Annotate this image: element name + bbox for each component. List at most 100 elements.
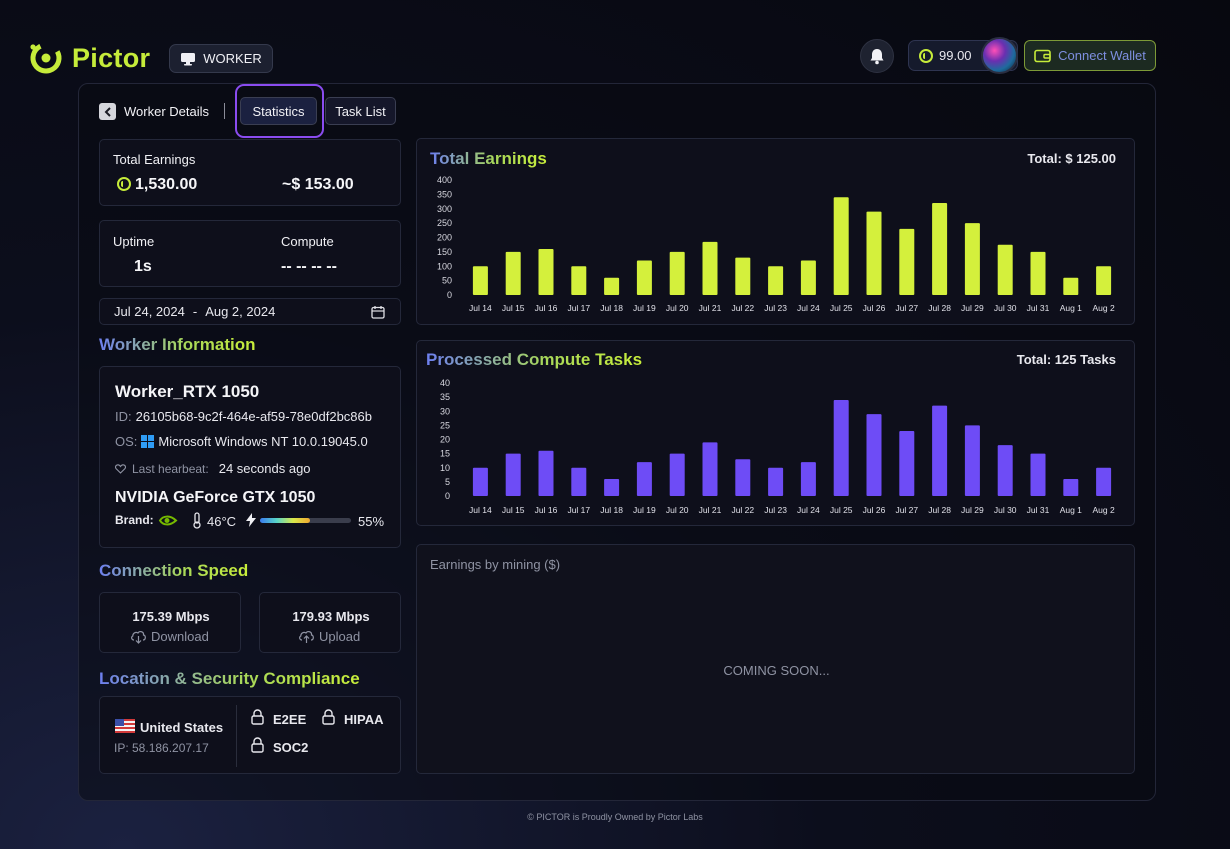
compute-label: Compute bbox=[281, 234, 334, 249]
location-divider bbox=[236, 705, 237, 767]
monitor-icon bbox=[181, 52, 196, 65]
bar bbox=[964, 425, 980, 496]
y-tick-label: 20 bbox=[440, 435, 450, 445]
back-button[interactable] bbox=[99, 103, 116, 120]
compliance-soc2: SOC2 bbox=[273, 740, 309, 755]
notifications-button[interactable] bbox=[860, 39, 894, 73]
bar bbox=[899, 228, 915, 295]
x-tick-label: Jul 17 bbox=[567, 303, 590, 313]
x-tick-label: Jul 26 bbox=[863, 303, 886, 313]
bar bbox=[702, 241, 718, 295]
x-tick-label: Jul 30 bbox=[994, 303, 1017, 313]
bar bbox=[1096, 467, 1112, 496]
total-earnings-label: Total Earnings bbox=[113, 152, 196, 167]
tab-task-list[interactable]: Task List bbox=[325, 97, 396, 125]
bar bbox=[997, 445, 1013, 496]
tasks-chart-title: Processed Compute Tasks bbox=[426, 350, 643, 369]
tab-statistics[interactable]: Statistics bbox=[240, 97, 317, 125]
bar bbox=[866, 414, 882, 496]
uptime-label: Uptime bbox=[113, 234, 155, 249]
bar bbox=[1063, 277, 1079, 295]
bar bbox=[472, 266, 488, 295]
bar bbox=[899, 431, 915, 496]
worker-name: Worker_RTX 1050 bbox=[115, 382, 260, 401]
worker-information-title: Worker Information bbox=[99, 335, 256, 354]
bar bbox=[866, 211, 882, 295]
compliance-e2ee: E2EE bbox=[273, 712, 307, 727]
earnings-tokens: 1,530.00 bbox=[135, 176, 198, 193]
uptime-card: Uptime 1s Compute -- -- -- -- bbox=[99, 220, 401, 287]
bar bbox=[505, 453, 521, 496]
x-tick-label: Jul 20 bbox=[666, 505, 689, 515]
worker-os-value: Microsoft Windows NT 10.0.19045.0 bbox=[158, 434, 368, 449]
y-tick-label: 350 bbox=[437, 189, 452, 199]
x-tick-label: Jul 24 bbox=[797, 303, 820, 313]
y-tick-label: 10 bbox=[440, 463, 450, 473]
x-tick-label: Jul 21 bbox=[699, 505, 722, 515]
heartbeat-label: Last hearbeat: bbox=[132, 461, 209, 476]
bar bbox=[472, 467, 488, 496]
y-tick-label: 25 bbox=[440, 420, 450, 430]
pictor-coin-icon bbox=[919, 48, 933, 63]
brand-logo[interactable]: Pictor bbox=[28, 40, 150, 76]
cloud-download-icon bbox=[131, 630, 146, 644]
worker-id-row: ID: 26105b68-9c2f-464e-af59-78e0df2bc86b bbox=[115, 409, 372, 424]
heartbeat-value: 24 seconds ago bbox=[218, 461, 311, 476]
upload-label-row: Upload bbox=[298, 629, 360, 644]
y-tick-label: 200 bbox=[437, 233, 452, 243]
x-tick-label: Aug 1 bbox=[1060, 303, 1082, 313]
x-tick-label: Jul 23 bbox=[764, 505, 787, 515]
x-tick-label: Jul 22 bbox=[731, 505, 754, 515]
x-tick-label: Jul 27 bbox=[895, 505, 918, 515]
brand-name: Pictor bbox=[72, 42, 151, 73]
chevron-left-icon bbox=[104, 106, 111, 117]
gpu-usage-fill bbox=[260, 518, 311, 523]
brand-row: Brand: bbox=[115, 513, 178, 527]
bar bbox=[505, 251, 521, 295]
y-tick-label: 400 bbox=[437, 175, 452, 185]
x-tick-label: Jul 18 bbox=[600, 505, 623, 515]
x-tick-label: Jul 15 bbox=[502, 303, 525, 313]
x-tick-label: Jul 17 bbox=[567, 505, 590, 515]
bar bbox=[669, 453, 685, 496]
x-tick-label: Jul 19 bbox=[633, 303, 656, 313]
x-tick-label: Jul 21 bbox=[699, 303, 722, 313]
x-tick-label: Jul 23 bbox=[764, 303, 787, 313]
bar bbox=[768, 467, 784, 496]
avatar[interactable] bbox=[981, 37, 1018, 74]
bar bbox=[1096, 266, 1112, 295]
worker-id-label: ID: bbox=[115, 409, 132, 424]
worker-os-label: OS: bbox=[115, 434, 138, 449]
role-selector[interactable]: WORKER bbox=[169, 44, 273, 73]
calendar-icon[interactable] bbox=[371, 305, 385, 319]
tasks-chart-total: Total: 125 Tasks bbox=[1016, 352, 1116, 367]
earnings-chart-title: Total Earnings bbox=[430, 149, 547, 168]
x-tick-label: Jul 20 bbox=[666, 303, 689, 313]
bar bbox=[604, 277, 620, 295]
download-value: 175.39 Mbps bbox=[132, 609, 210, 624]
location-card: United States IP: 58.186.207.17 E2EE HIP… bbox=[99, 696, 401, 774]
connect-wallet-button[interactable]: Connect Wallet bbox=[1024, 40, 1156, 71]
balance-value: 99.00 bbox=[939, 48, 972, 63]
x-tick-label: Jul 31 bbox=[1027, 303, 1050, 313]
x-tick-label: Jul 28 bbox=[928, 303, 951, 313]
bar bbox=[1030, 251, 1046, 295]
x-tick-label: Jul 22 bbox=[731, 303, 754, 313]
worker-os-row: OS: Microsoft Windows NT 10.0.19045.0 bbox=[115, 434, 368, 449]
earnings-bar-chart: 0 50 100 150 200 250 300 350 400 Jul 14 Jul 15 Jul … bbox=[437, 175, 1115, 313]
bar bbox=[833, 399, 849, 496]
x-tick-label: Jul 25 bbox=[830, 303, 853, 313]
gpu-usage-track bbox=[260, 518, 351, 523]
x-tick-label: Jul 29 bbox=[961, 505, 984, 515]
date-range-picker[interactable]: Jul 24, 2024 - Aug 2, 2024 bbox=[99, 298, 401, 325]
y-tick-label: 5 bbox=[445, 477, 450, 487]
gpu-temperature: 46°C bbox=[207, 514, 237, 529]
worker-heartbeat-row: Last hearbeat: 24 seconds ago bbox=[115, 461, 311, 476]
x-tick-label: Jul 24 bbox=[797, 505, 820, 515]
date-start: Jul 24, 2024 bbox=[114, 304, 185, 319]
bar bbox=[702, 442, 718, 496]
location-country: United States bbox=[140, 720, 224, 735]
y-tick-label: 0 bbox=[445, 491, 450, 501]
x-tick-label: Jul 27 bbox=[895, 303, 918, 313]
heart-icon bbox=[115, 463, 126, 474]
